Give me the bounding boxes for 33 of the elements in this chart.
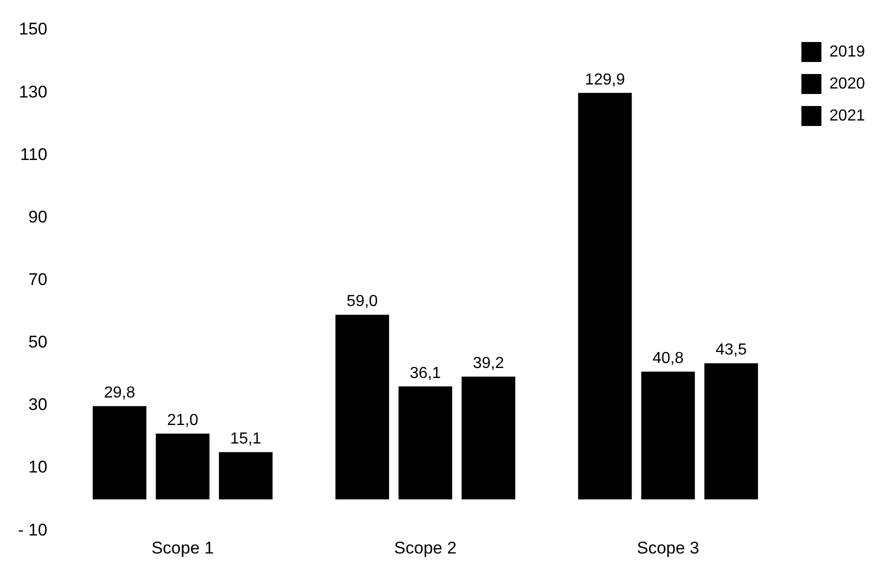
bar [92, 406, 146, 500]
y-tick-label: 50 [28, 332, 48, 352]
legend-label: 2019 [829, 43, 866, 60]
data-label: 59,0 [346, 293, 378, 310]
y-tick-label: 90 [28, 207, 48, 226]
legend-label: 2020 [829, 75, 866, 92]
bar [218, 452, 273, 500]
bar [578, 92, 632, 500]
y-tick-label: - 10 [18, 520, 48, 540]
data-label: 40,8 [652, 350, 684, 368]
y-tick-label: 70 [28, 270, 48, 289]
data-label: 21,0 [167, 412, 198, 430]
y-tick-label: 30 [28, 395, 48, 414]
y-tick-label: 130 [18, 82, 48, 102]
data-label: 129,9 [584, 71, 626, 88]
bar [704, 363, 758, 500]
legend-label: 2021 [829, 107, 866, 124]
y-tick-label: 10 [28, 458, 48, 477]
bar [641, 372, 695, 500]
bar [462, 376, 516, 500]
bar [335, 314, 390, 500]
x-tick-label: Scope 2 [394, 538, 457, 558]
data-label: 15,1 [230, 430, 262, 448]
data-label: 43,5 [716, 342, 747, 359]
x-tick-label: Scope 3 [636, 538, 700, 558]
data-label: 29,8 [104, 384, 136, 402]
y-tick-label: 150 [18, 20, 48, 39]
y-tick-label: 110 [20, 144, 48, 164]
data-label: 36,1 [410, 364, 442, 382]
x-tick-label: Scope 1 [151, 538, 214, 558]
bar [156, 434, 210, 500]
data-label: 39,2 [472, 355, 504, 372]
bar [398, 386, 452, 500]
